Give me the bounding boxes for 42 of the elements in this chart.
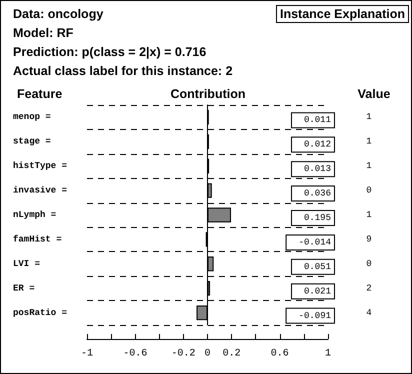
data-label: -0.014 — [298, 237, 331, 248]
text: Data: oncology — [13, 7, 104, 21]
x-tick-label: -0.2 — [171, 348, 196, 360]
y2-tick-label: 1 — [366, 210, 372, 220]
x-tick-label: -1 — [80, 348, 94, 360]
data-label: 0.051 — [304, 262, 331, 272]
y2-tick-label: 0 — [366, 186, 372, 196]
y2-tick-label: 1 — [366, 161, 372, 172]
x-tick-label: 1 — [324, 348, 332, 360]
data-label: 0.036 — [304, 188, 331, 199]
x-axis-title: Contribution — [170, 87, 246, 101]
y-tick-label: stage = — [13, 136, 51, 147]
y2-tick-label: 0 — [366, 258, 372, 269]
data-label: 0.013 — [304, 164, 331, 174]
x-tick-label: 0.2 — [222, 348, 241, 360]
y-tick-label: LVI = — [13, 258, 40, 269]
y2-tick-label: 1 — [366, 136, 372, 147]
y-tick-label: nLymph = — [13, 210, 56, 220]
data-label: 0.011 — [304, 115, 331, 126]
y-tick-label: posRatio = — [13, 308, 68, 318]
y-axis-title: Feature — [17, 87, 62, 101]
x-tick-label: 0 — [204, 348, 211, 360]
data-label: 0.021 — [304, 286, 331, 296]
y2-tick-label: 1 — [366, 112, 372, 122]
x-tick-label: 0.6 — [270, 348, 289, 360]
y2-tick-label: 4 — [366, 308, 372, 318]
y2-tick-label: 9 — [366, 234, 372, 244]
x-tick-label: -0.6 — [123, 348, 148, 360]
y-tick-label: histType = — [13, 161, 68, 172]
y-tick-label: invasive = — [13, 186, 68, 196]
y-tick-label: famHist = — [13, 234, 62, 244]
y2-tick-label: 2 — [366, 283, 372, 294]
y-tick-label: ER = — [13, 283, 35, 294]
text: Actual class label for this instance: 2 — [13, 64, 233, 78]
chart-title: Instance Explanation — [276, 5, 409, 23]
data-label: -0.091 — [298, 310, 331, 321]
data-label: 0.012 — [304, 140, 331, 150]
y2-axis-title: Value — [358, 87, 390, 101]
text: Prediction: p(class = 2|x) = 0.716 — [13, 45, 206, 59]
y-tick-label: menop = — [13, 112, 51, 122]
text: Model: RF — [13, 26, 74, 40]
data-label: 0.195 — [304, 213, 331, 223]
